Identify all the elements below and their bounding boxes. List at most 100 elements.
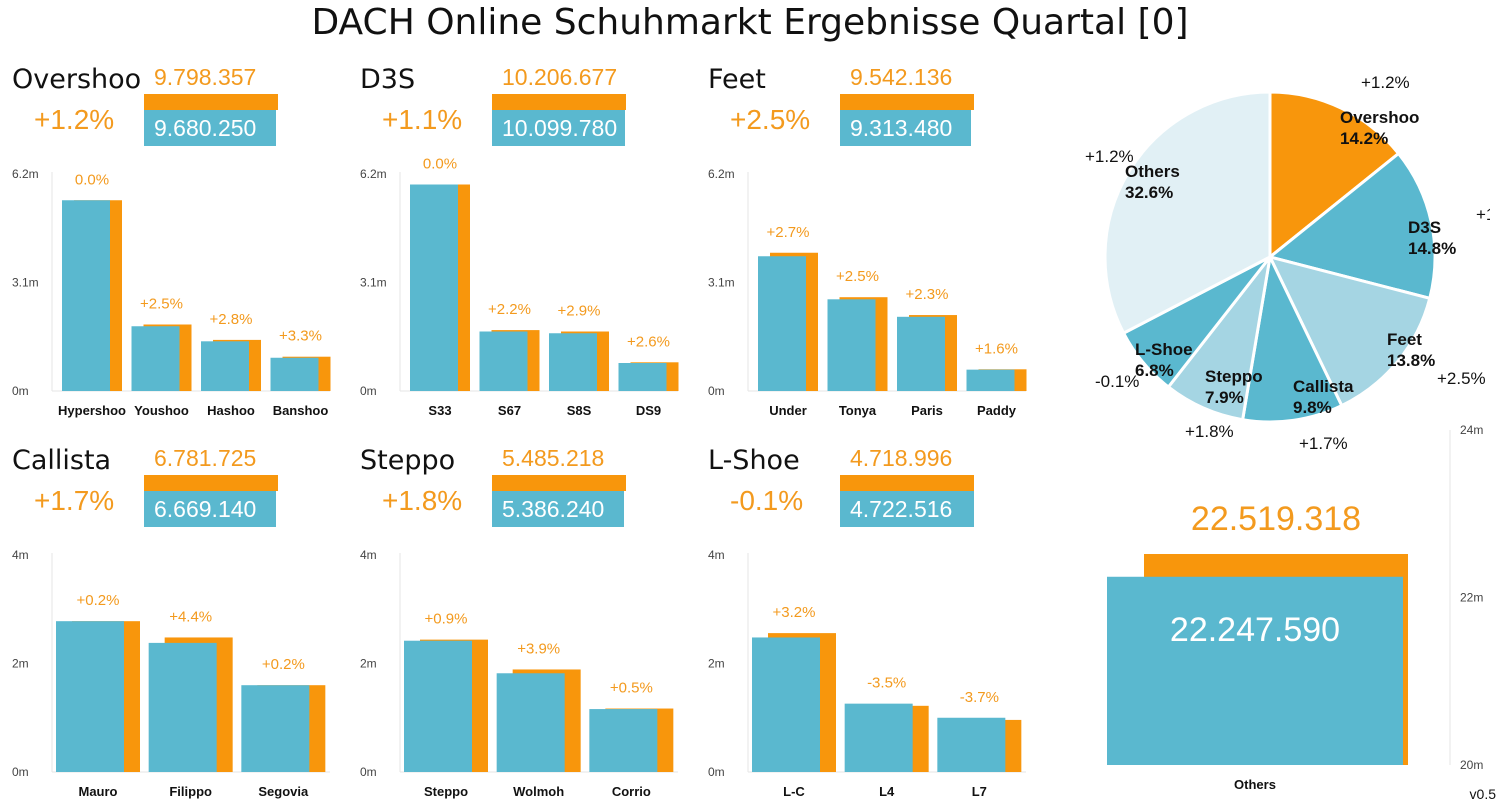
kpi-current-bar	[492, 475, 626, 491]
y-tick-label: 22m	[1460, 591, 1483, 605]
bar-previous	[496, 673, 565, 772]
y-tick-label: 4m	[708, 548, 725, 562]
kpi-current-bar	[840, 475, 974, 491]
brand-panel: L-Shoe -0.1% 4.718.996 4.722.516 0m 2m 4m +3.2%…	[708, 445, 1038, 805]
panel-brand-name: L-Shoe	[708, 445, 800, 476]
version-label: v0.5	[1469, 786, 1496, 802]
bar-change-label: +3.3%	[279, 328, 322, 345]
panel-change-pct: +1.1%	[382, 104, 463, 135]
bar-previous	[966, 369, 1015, 391]
pie-slice-label: Overshoo	[1340, 108, 1419, 127]
bar-previous	[241, 685, 310, 772]
bar-chart: 0m 2m 4m +3.2% L-C -3.5% L4 -3.7% L7	[708, 548, 1026, 799]
bar-previous	[201, 341, 249, 391]
bar-chart: 0m 3.1m 6.2m 0.0% Hypershoo +2.5% Youshoo +2.8%…	[12, 167, 331, 418]
pie-slice	[1267, 254, 1432, 408]
bar-previous	[1107, 576, 1403, 765]
bar-previous	[148, 642, 217, 772]
y-tick-label: 0m	[12, 765, 29, 779]
bar-previous	[897, 316, 945, 391]
bar-change-label: -3.7%	[960, 689, 999, 706]
category-label: S33	[428, 403, 451, 418]
category-label: Segovia	[258, 784, 309, 799]
others-total-chart: 20m 22m 24m 22.519.318 22.247.590 Others	[1107, 423, 1483, 792]
bar-previous	[752, 637, 820, 772]
category-label: Paris	[911, 403, 943, 418]
bar-change-label: +2.9%	[558, 303, 601, 320]
bar-change-label: +0.9%	[425, 611, 468, 628]
market-share-pie-chart: Overshoo 14.2% +1.2% D3S 14.8% +1.1% Feet 13.8%…	[1085, 73, 1490, 453]
category-label: Steppo	[424, 784, 468, 799]
bar-change-label: +3.9%	[517, 640, 560, 657]
pie-slice-pct: 13.8%	[1387, 351, 1435, 370]
category-label: Banshoo	[273, 403, 329, 418]
bar-previous	[758, 256, 806, 391]
brand-panel: Overshoo +1.2% 9.798.357 9.680.250 0m 3.1m 6.2…	[12, 64, 342, 424]
pie-slice-change: +1.2%	[1085, 147, 1134, 166]
pie-slice-pct: 32.6%	[1125, 183, 1173, 202]
y-tick-label: 4m	[12, 548, 29, 562]
category-label: DS9	[636, 403, 661, 418]
category-label: Mauro	[79, 784, 118, 799]
pie-slice-change: +2.5%	[1437, 369, 1486, 388]
pie-slice-label: Callista	[1293, 377, 1354, 396]
y-tick-label: 2m	[12, 657, 29, 671]
kpi-current-value: 10.206.677	[502, 64, 618, 90]
bar-previous	[404, 640, 472, 772]
bar-change-label: +0.2%	[77, 592, 120, 609]
kpi-previous-bar: 10.099.780	[492, 110, 625, 146]
y-tick-label: 0m	[360, 765, 377, 779]
panel-brand-name: Callista	[12, 445, 112, 476]
kpi-previous-bar: 6.669.140	[144, 491, 276, 527]
kpi-current-bar	[144, 94, 278, 110]
pie-slice-label: Others	[1125, 162, 1180, 181]
panel-brand-name: Steppo	[360, 445, 456, 476]
kpi-current-value: 9.542.136	[850, 64, 953, 90]
category-label: Paddy	[977, 403, 1017, 418]
bar-previous	[479, 331, 528, 391]
kpi-current-bar	[840, 94, 974, 110]
category-label: Under	[769, 403, 807, 418]
category-label: Others	[1234, 777, 1276, 792]
panel-brand-name: Overshoo	[12, 64, 142, 95]
dashboard-title: DACH Online Schuhmarkt Ergebnisse Quarta…	[311, 2, 1189, 43]
category-label: Hypershoo	[58, 403, 126, 418]
y-tick-label: 6.2m	[12, 167, 39, 181]
bar-change-label: +0.5%	[610, 680, 653, 697]
kpi-current-value: 9.798.357	[154, 64, 257, 90]
pie-slice-label: Steppo	[1205, 367, 1263, 386]
panel-change-pct: +1.8%	[382, 485, 463, 516]
y-tick-label: 0m	[708, 765, 725, 779]
bar-change-label: +0.2%	[262, 656, 305, 673]
brand-panel: Steppo +1.8% 5.485.218 5.386.240 0m 2m 4m +0.9%…	[360, 445, 690, 805]
kpi-previous-bar: 5.386.240	[492, 491, 624, 527]
bar-change-label: +3.2%	[773, 604, 816, 621]
total-previous-label: 22.247.590	[1170, 611, 1340, 649]
panel-brand-name: Feet	[708, 64, 766, 95]
pie-slice	[1266, 151, 1437, 301]
pie-slice-label: D3S	[1408, 218, 1441, 237]
y-tick-label: 0m	[12, 384, 29, 398]
pie-slice-pct: 9.8%	[1293, 398, 1332, 417]
pie-slice	[1268, 90, 1401, 261]
pie-slice-label: L-Shoe	[1135, 340, 1193, 359]
category-label: L4	[879, 784, 895, 799]
category-label: Filippo	[169, 784, 212, 799]
bar-change-label: +2.8%	[210, 311, 253, 328]
bar-previous	[410, 184, 458, 391]
category-label: S8S	[567, 403, 592, 418]
bar-change-label: +2.6%	[627, 333, 670, 350]
bar-chart: 0m 2m 4m +0.9% Steppo +3.9% Wolmoh +0.5% Corrio	[360, 548, 678, 799]
bar-previous	[618, 363, 667, 391]
bar-previous	[589, 709, 658, 772]
bar-previous	[62, 200, 110, 391]
y-tick-label: 6.2m	[360, 167, 387, 181]
bar-change-label: -3.5%	[867, 675, 906, 692]
kpi-current-bar	[492, 94, 626, 110]
bar-change-label: +2.3%	[906, 286, 949, 303]
bar-previous	[56, 621, 124, 772]
bar-previous	[827, 299, 876, 391]
pie-slice-pct: 14.8%	[1408, 239, 1456, 258]
total-current-label: 22.519.318	[1191, 500, 1361, 538]
y-tick-label: 0m	[360, 384, 377, 398]
